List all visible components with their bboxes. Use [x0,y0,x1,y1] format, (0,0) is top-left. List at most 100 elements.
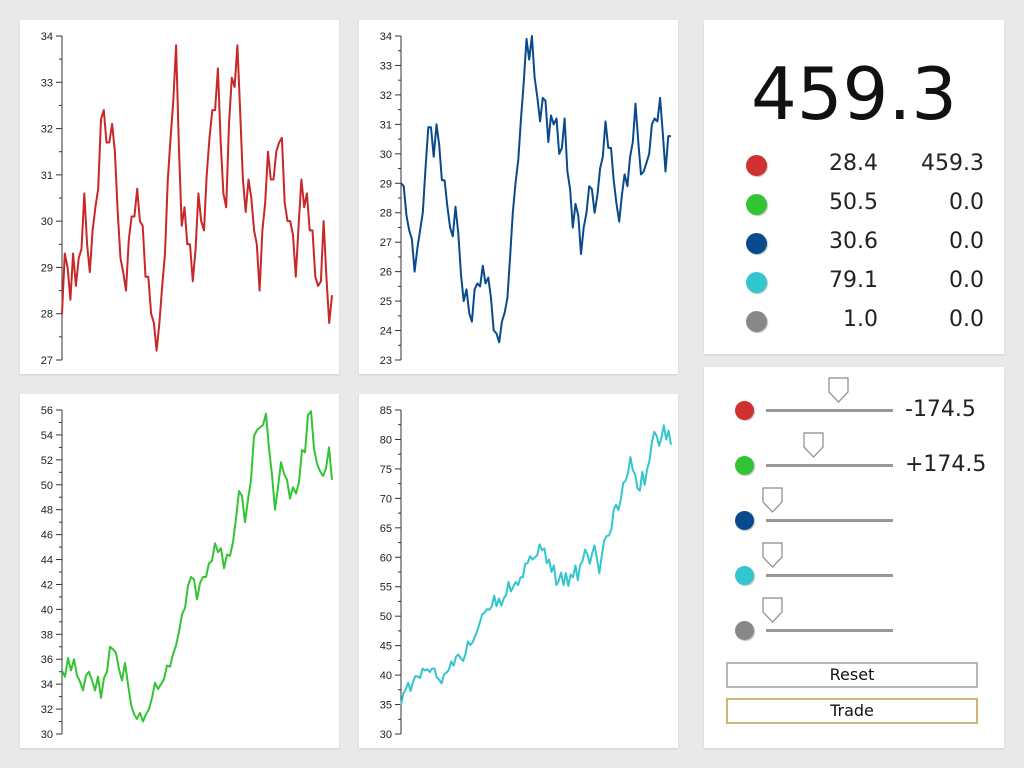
allocation-slider-track[interactable] [766,519,893,522]
holding-amount: 0.0 [949,268,984,293]
y-axis-tick-label: 52 [41,455,53,467]
y-axis-tick-label: 31 [41,170,53,182]
slider-row: -174.5 [704,377,1004,422]
trade-button[interactable]: Trade [726,698,978,724]
gray-asset-dot [746,311,767,332]
y-axis-tick-label: 31 [380,119,392,131]
y-axis-tick-label: 38 [41,629,53,641]
holding-row: 1.0 0.0 [704,302,1004,341]
slider-thumb[interactable] [828,377,849,403]
allocation-change-value: +174.5 [905,452,987,477]
y-axis-tick-label: 75 [380,464,392,476]
y-axis-tick-label: 45 [380,641,392,653]
y-axis-tick-label: 40 [380,670,392,682]
holding-amount: 0.0 [949,229,984,254]
red-asset-dot [746,155,767,176]
y-axis-tick-label: 24 [380,326,392,338]
green-price-chart-svg: 30 32 34 36 38 40 42 44 46 48 50 52 54 56 [41,405,333,741]
holding-row: 30.6 0.0 [704,224,1004,263]
y-axis-tick-label: 30 [380,149,392,161]
slider-row: +174.5 [704,432,1004,477]
blue-asset-dot [746,233,767,254]
cyan-asset-dot [735,566,754,585]
holding-price: 50.5 [829,190,878,215]
y-axis-tick-label: 30 [380,729,392,741]
slider-row [704,542,1004,585]
y-axis-tick-label: 36 [41,654,53,666]
y-axis-tick-label: 34 [41,31,53,43]
y-axis-tick-label: 32 [380,90,392,102]
y-axis-tick-label: 56 [41,405,53,417]
y-axis-tick-label: 23 [380,355,392,367]
allocation-slider-track[interactable] [766,629,893,632]
slider-thumb[interactable] [762,487,783,513]
y-axis-tick-label: 60 [380,552,392,564]
blue-price-chart: 23 24 25 26 27 28 29 30 31 32 33 34 [359,20,678,374]
allocation-slider-track[interactable] [766,574,893,577]
holding-amount: 459.3 [921,151,984,176]
cyan-asset-dot [746,272,767,293]
y-axis-tick-label: 48 [41,505,53,517]
y-axis-tick-label: 50 [41,480,53,492]
y-axis-tick-label: 27 [41,355,53,367]
price-series-line [400,35,671,344]
holding-amount: 0.0 [949,307,984,332]
price-series-line [61,410,333,723]
y-axis-tick-label: 35 [380,700,392,712]
price-series-line [61,44,333,352]
reset-button[interactable]: Reset [726,662,978,688]
y-axis-tick-label: 33 [41,77,53,89]
slider-thumb[interactable] [762,542,783,568]
y-axis-tick-label: 32 [41,124,53,136]
green-asset-dot [746,194,767,215]
red-asset-dot [735,401,754,420]
y-axis-tick-label: 30 [41,216,53,228]
holding-amount: 0.0 [949,190,984,215]
green-price-chart: 30 32 34 36 38 40 42 44 46 48 50 52 54 56 [20,394,339,748]
y-axis-tick-label: 28 [41,309,53,321]
holding-price: 79.1 [829,268,878,293]
price-series-line [400,424,672,706]
y-axis-tick-label: 46 [41,530,53,542]
y-axis-tick-label: 34 [380,31,392,43]
holding-row: 50.5 0.0 [704,185,1004,224]
holding-price: 30.6 [829,229,878,254]
y-axis-tick-label: 28 [380,208,392,220]
y-axis-tick-label: 29 [380,178,392,190]
slider-row [704,487,1004,530]
allocation-slider-track[interactable] [766,464,893,467]
y-axis-tick-label: 65 [380,523,392,535]
holding-row: 28.4 459.3 [704,146,1004,185]
holding-price: 1.0 [843,307,878,332]
holding-price: 28.4 [829,151,878,176]
portfolio-total-value: 459.3 [750,52,958,136]
red-price-chart-svg: 27 28 29 30 31 32 33 34 [41,31,333,367]
portfolio-summary-panel: 459.3 28.4 459.3 50.5 0.0 30.6 0.0 79.1 … [704,20,1004,354]
y-axis-tick-label: 44 [41,555,53,567]
y-axis-tick-label: 34 [41,679,53,691]
gray-asset-dot [735,621,754,640]
y-axis-tick-label: 25 [380,296,392,308]
cyan-price-chart: 30 35 40 45 50 55 60 65 70 75 80 85 [359,394,678,748]
y-axis-tick-label: 33 [380,60,392,72]
red-price-chart: 27 28 29 30 31 32 33 34 [20,20,339,374]
y-axis-tick-label: 32 [41,704,53,716]
y-axis-tick-label: 30 [41,729,53,741]
slider-row [704,597,1004,640]
allocation-slider-track[interactable] [766,409,893,412]
y-axis-tick-label: 70 [380,493,392,505]
trade-controls-panel: -174.5 +174.5 Reset Trade [704,367,1004,748]
y-axis-tick-label: 55 [380,582,392,594]
y-axis-tick-label: 27 [380,237,392,249]
y-axis-tick-label: 29 [41,262,53,274]
slider-thumb[interactable] [803,432,824,458]
y-axis-tick-label: 42 [41,579,53,591]
allocation-change-value: -174.5 [905,397,976,422]
blue-price-chart-svg: 23 24 25 26 27 28 29 30 31 32 33 34 [380,31,671,367]
slider-thumb[interactable] [762,597,783,623]
y-axis-tick-label: 50 [380,611,392,623]
y-axis-tick-label: 54 [41,430,53,442]
y-axis-tick-label: 26 [380,267,392,279]
blue-asset-dot [735,511,754,530]
y-axis-tick-label: 80 [380,434,392,446]
